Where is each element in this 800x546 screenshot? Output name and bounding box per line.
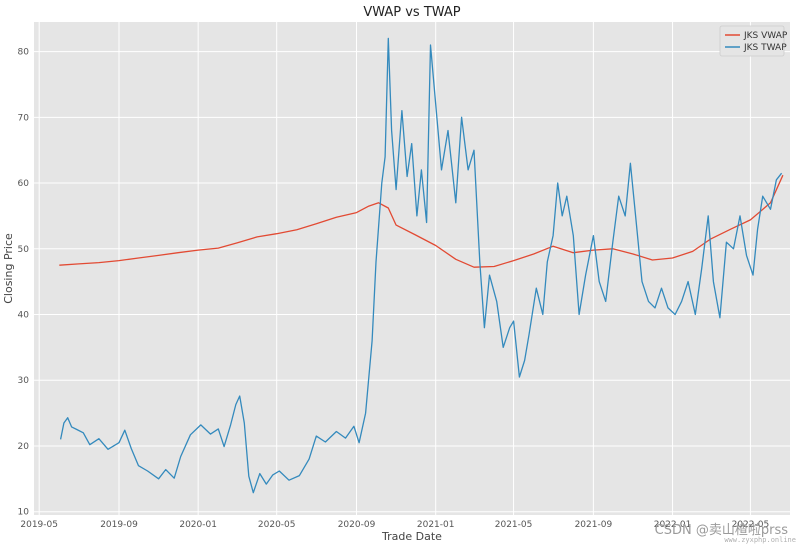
- x-tick-label: 2019-05: [20, 520, 58, 530]
- y-tick-label: 60: [18, 179, 30, 189]
- x-tick-label: 2020-05: [258, 520, 296, 530]
- chart-title: VWAP vs TWAP: [363, 5, 460, 20]
- x-tick-label: 2020-01: [179, 520, 217, 530]
- y-tick-label: 70: [18, 113, 30, 123]
- x-tick-label: 2021-05: [495, 520, 533, 530]
- x-tick-label: 2020-09: [338, 520, 376, 530]
- y-tick-label: 80: [18, 48, 30, 58]
- x-tick-label: 2021-09: [575, 520, 613, 530]
- plot-area: [34, 22, 790, 515]
- y-tick-label: 10: [18, 508, 30, 518]
- y-tick-label: 50: [18, 245, 30, 255]
- legend-entry: JKS VWAP: [743, 31, 788, 41]
- x-tick-label: 2021-01: [417, 520, 455, 530]
- y-axis-label: Closing Price: [2, 233, 15, 304]
- y-tick-label: 40: [18, 311, 30, 321]
- y-tick-label: 20: [18, 442, 30, 452]
- watermark-url: www.zyxphp.online: [724, 536, 796, 544]
- y-tick-labels: 10 20 30 40 50 60 70 80: [18, 48, 30, 518]
- x-tick-label: 2019-09: [100, 520, 138, 530]
- legend-entry: JKS TWAP: [743, 43, 787, 53]
- y-tick-label: 30: [18, 376, 30, 386]
- x-axis-label: Trade Date: [381, 530, 442, 543]
- legend: JKS VWAP JKS TWAP: [720, 26, 788, 56]
